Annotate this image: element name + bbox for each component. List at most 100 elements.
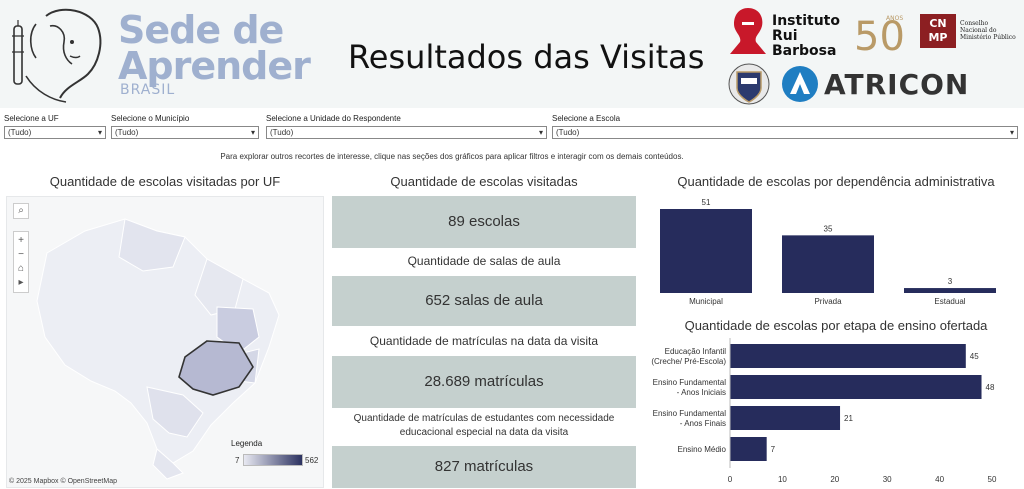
- chevron-down-icon: ▾: [1009, 128, 1014, 137]
- bar-etapa-0[interactable]: [730, 344, 966, 368]
- cnmp-text-2: Nacional do: [960, 27, 997, 34]
- search-icon: ⌕: [18, 205, 24, 216]
- logo-line-1: Sede de: [118, 8, 284, 52]
- filter-uf-label: Selecione a UF: [4, 114, 59, 123]
- legend-min: 7: [235, 456, 240, 465]
- category-label: - Anos Finais: [680, 419, 726, 428]
- bar-municipal[interactable]: [660, 209, 752, 293]
- chevron-down-icon: ▾: [97, 128, 102, 137]
- x-tick-label: 40: [935, 475, 944, 484]
- kpi-nee-label: Quantidade de matrículas de estudantes c…: [353, 413, 615, 438]
- cnmp-logo: CN MP Conselho Nacional do Ministério Pú…: [920, 14, 1024, 50]
- anos-label: ANOS: [886, 15, 903, 22]
- zoom-in-icon[interactable]: +: [18, 235, 24, 246]
- category-label: Ensino Médio: [678, 445, 727, 454]
- cnmp-text-1: Conselho: [960, 20, 989, 27]
- filter-escola: Selecione a Escola (Tudo) ▾: [552, 114, 1018, 139]
- chart-dependencia-title: Quantidade de escolas por dependência ad…: [677, 174, 995, 189]
- sede-de-aprender-logo: Sede de Aprender BRASIL: [4, 4, 311, 104]
- instruction-hint: Para explorar outros recortes de interes…: [220, 152, 684, 161]
- filter-unidade-select[interactable]: (Tudo) ▾: [266, 126, 547, 139]
- cnmp-emblem-icon: CN MP: [920, 14, 956, 48]
- legend-gradient: [243, 454, 303, 466]
- header-banner: Sede de Aprender BRASIL Resultados das V…: [0, 0, 1024, 108]
- bar-value-label: 48: [986, 383, 995, 392]
- filter-unidade: Selecione a Unidade do Respondente (Tudo…: [266, 114, 547, 139]
- highlighted-state[interactable]: [178, 340, 254, 396]
- category-label: Educação Infantil: [665, 347, 727, 356]
- bar-value-label: 3: [948, 277, 953, 286]
- brazil-map[interactable]: [7, 197, 325, 489]
- category-label: Privada: [814, 297, 842, 306]
- face-sketch-icon: [12, 8, 102, 103]
- x-tick-label: 20: [830, 475, 839, 484]
- bar-etapa-3[interactable]: [730, 437, 767, 461]
- filter-uf-value: (Tudo): [8, 128, 32, 137]
- kpi-escolas-label: Quantidade de escolas visitadas: [390, 174, 578, 189]
- bar-value-label: 51: [702, 198, 711, 207]
- bar-etapa-2[interactable]: [730, 406, 841, 430]
- filter-municipio-label: Selecione o Município: [111, 114, 190, 123]
- map-zoom-controls: + − ⌂ ▸: [13, 231, 29, 293]
- chart-dependencia[interactable]: 51 Municipal 35 Privada 3 Estadual: [648, 194, 1024, 308]
- zoom-out-icon[interactable]: −: [18, 249, 24, 260]
- bar-etapa-1[interactable]: [730, 375, 982, 399]
- logo-line-2: Aprender: [118, 44, 311, 88]
- play-icon[interactable]: ▸: [18, 277, 24, 288]
- category-label: Estadual: [934, 297, 965, 306]
- x-tick-label: 50: [988, 475, 997, 484]
- filter-municipio-value: (Tudo): [115, 128, 139, 137]
- map-attribution: © 2025 Mapbox © OpenStreetMap: [9, 478, 117, 485]
- kpi-salas-value[interactable]: 652 salas de aula: [332, 276, 636, 326]
- kpi-nee-value[interactable]: 827 matrículas: [332, 446, 636, 488]
- kpi-matriculas-value[interactable]: 28.689 matrículas: [332, 356, 636, 408]
- bar-value-label: 45: [970, 352, 979, 361]
- x-tick-label: 0: [728, 475, 733, 484]
- map-panel[interactable]: ⌕ + − ⌂ ▸ Legenda 7 562 © 2025 Mapbox © …: [6, 196, 324, 488]
- crest-logo: [722, 62, 776, 106]
- chevron-down-icon: ▾: [250, 128, 255, 137]
- filter-unidade-value: (Tudo): [270, 128, 294, 137]
- home-icon[interactable]: ⌂: [17, 263, 25, 274]
- chevron-down-icon: ▾: [538, 128, 543, 137]
- category-label: Municipal: [689, 297, 723, 306]
- cnmp-text-3: Ministério Público: [960, 34, 1016, 41]
- fifty-years-icon: 50 ANOS: [854, 14, 905, 60]
- filter-escola-select[interactable]: (Tudo) ▾: [552, 126, 1018, 139]
- x-tick-label: 30: [883, 475, 892, 484]
- map-title: Quantidade de escolas visitadas por UF: [49, 174, 281, 189]
- legend-title: Legenda: [231, 439, 263, 448]
- category-label: (Creche/ Pré-Escola): [651, 357, 726, 366]
- irb-name-1: Instituto: [772, 13, 840, 29]
- kpi-escolas-value[interactable]: 89 escolas: [332, 196, 636, 248]
- bar-value-label: 35: [824, 224, 833, 233]
- category-label: - Anos Iniciais: [677, 388, 726, 397]
- page-title: Resultados das Visitas: [348, 38, 705, 76]
- chart-etapa-title: Quantidade de escolas por etapa de ensin…: [684, 318, 988, 333]
- logo-wordmark: Sede de Aprender: [118, 8, 311, 88]
- filter-uf-select[interactable]: (Tudo) ▾: [4, 126, 106, 139]
- bar-privada[interactable]: [782, 235, 874, 293]
- filter-municipio-select[interactable]: (Tudo) ▾: [111, 126, 259, 139]
- bar-value-label: 7: [771, 445, 776, 454]
- bar-value-label: 21: [844, 414, 853, 423]
- irb-name-2: Rui Barbosa: [772, 28, 837, 59]
- x-tick-label: 10: [778, 475, 787, 484]
- map-search-button[interactable]: ⌕: [13, 203, 29, 219]
- filter-unidade-label: Selecione a Unidade do Respondente: [266, 114, 401, 123]
- shield-icon: [728, 63, 770, 105]
- filter-uf: Selecione a UF (Tudo) ▾: [4, 114, 106, 139]
- bar-estadual[interactable]: [904, 288, 996, 293]
- irb-emblem-icon: [730, 8, 766, 54]
- irb-logo: Instituto Rui Barbosa: [726, 6, 850, 59]
- filter-escola-value: (Tudo): [556, 128, 580, 137]
- filter-escola-label: Selecione a Escola: [552, 114, 621, 123]
- atricon-wordmark: ATRICON: [824, 68, 970, 101]
- chart-etapa[interactable]: 45 Educação Infantil(Creche/ Pré-Escola) 4…: [648, 338, 1024, 488]
- category-label: Ensino Fundamental: [653, 378, 727, 387]
- legend-max: 562: [305, 456, 319, 465]
- logo-country: BRASIL: [120, 82, 176, 98]
- anniversary-logo: 50 ANOS: [852, 10, 908, 60]
- kpi-matriculas-label: Quantidade de matrículas na data da visi…: [369, 334, 599, 348]
- svg-text:50: 50: [854, 14, 905, 56]
